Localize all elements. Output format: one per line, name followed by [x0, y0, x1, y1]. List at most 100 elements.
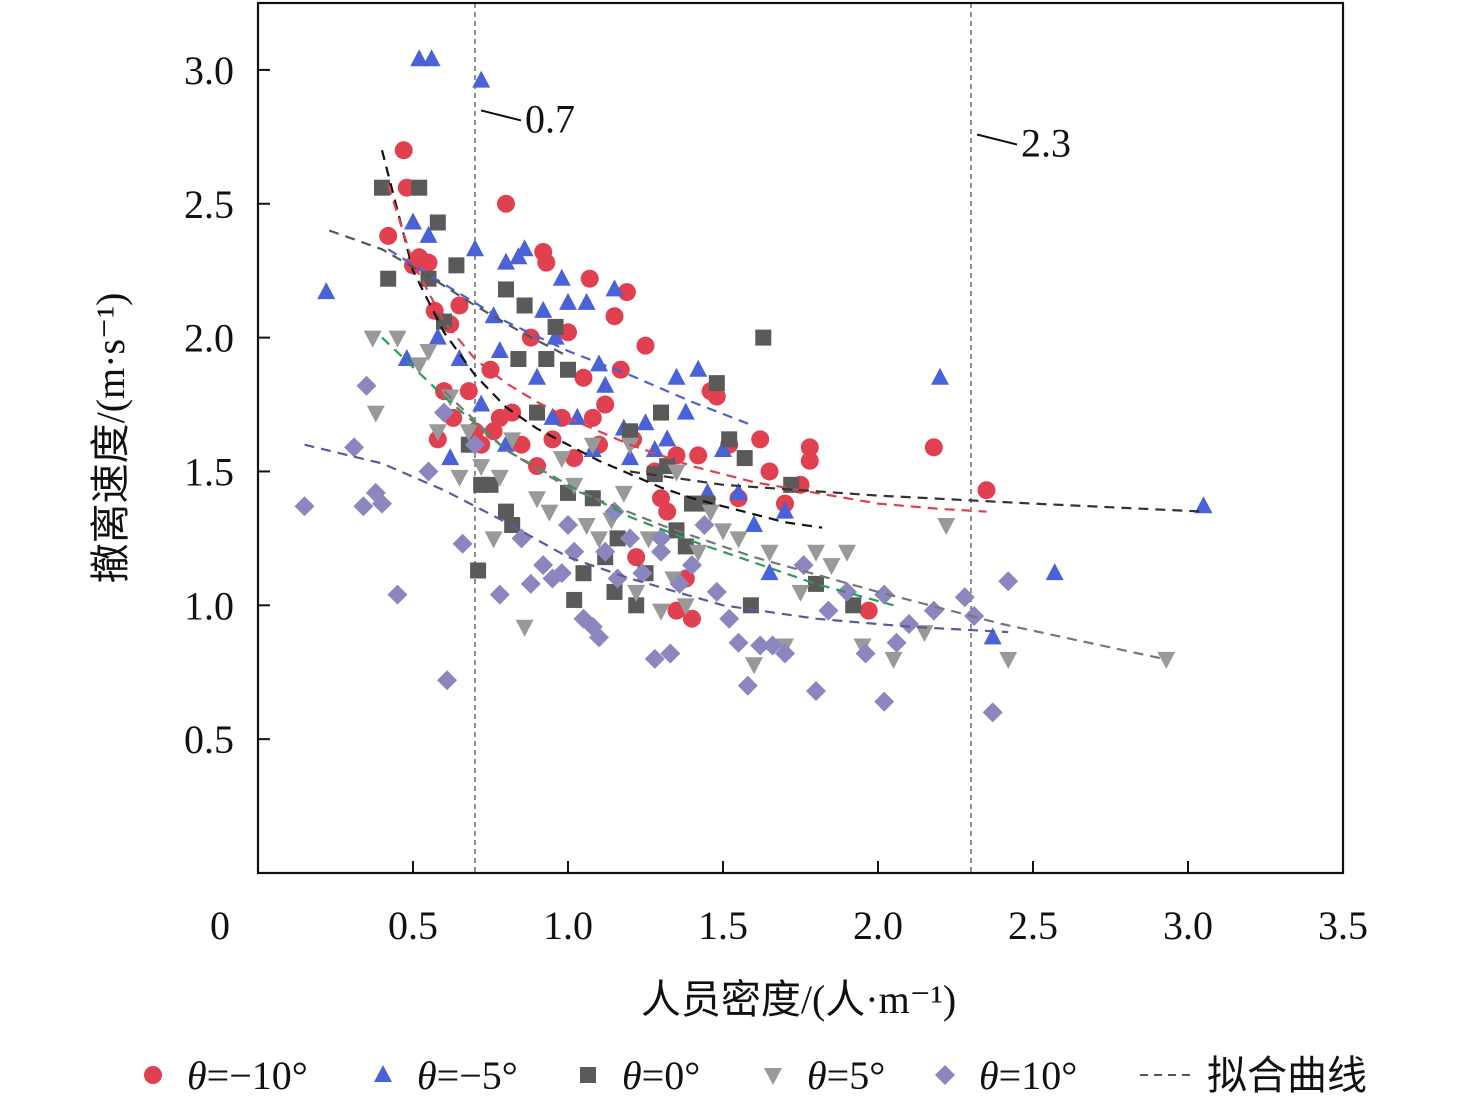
data-point-triangle-up — [472, 70, 491, 88]
data-point-triangle-up — [760, 563, 779, 581]
data-point-diamond — [750, 635, 771, 656]
data-point-circle — [574, 368, 593, 387]
data-point-triangle-up — [428, 327, 447, 345]
series-triangle-up — [317, 49, 1213, 645]
data-point-triangle-down — [937, 518, 956, 535]
legend-item-circle: θ=−10° — [144, 1053, 308, 1098]
data-point-circle — [394, 141, 413, 160]
data-point-square — [584, 490, 601, 507]
data-point-circle — [689, 446, 708, 465]
data-point-square — [606, 583, 623, 600]
data-point-square — [566, 591, 583, 608]
legend-marker-circle — [144, 1066, 162, 1084]
x-tick-label: 3.0 — [1163, 903, 1213, 948]
data-point-square — [653, 404, 669, 421]
data-point-square — [448, 257, 465, 274]
legend-label: θ=5° — [807, 1053, 885, 1098]
data-point-triangle-up — [422, 49, 441, 67]
data-point-circle — [636, 336, 655, 355]
data-point-triangle-down — [614, 485, 633, 503]
data-point-diamond — [558, 515, 578, 535]
data-point-diamond — [719, 608, 740, 629]
data-point-square — [845, 597, 862, 614]
data-point-circle — [450, 296, 469, 315]
data-point-square — [622, 423, 638, 440]
data-point-triangle-down — [676, 598, 695, 616]
data-point-circle — [379, 226, 398, 245]
data-point-square — [498, 281, 514, 298]
y-tick-label: 2.5 — [184, 182, 234, 227]
data-point-square — [808, 575, 824, 592]
legend-label: θ=0° — [622, 1053, 700, 1098]
data-point-triangle-up — [1194, 496, 1213, 514]
data-point-circle — [605, 307, 624, 326]
data-point-triangle-down — [484, 531, 503, 549]
data-point-triangle-up — [621, 448, 639, 466]
data-point-diamond — [982, 702, 1003, 723]
data-point-circle — [800, 438, 819, 457]
data-point-triangle-down — [838, 544, 856, 562]
data-point-diamond — [886, 632, 907, 653]
data-point-diamond — [762, 635, 783, 656]
data-point-diamond — [775, 643, 795, 664]
fit-curve — [328, 229, 569, 358]
data-point-triangle-down — [667, 464, 686, 482]
data-point-circle — [977, 481, 996, 500]
data-point-circle — [419, 253, 438, 272]
data-point-square — [755, 329, 772, 346]
data-point-circle — [543, 430, 562, 449]
data-point-diamond — [806, 680, 826, 701]
data-point-diamond — [651, 541, 671, 562]
data-point-square — [374, 179, 390, 196]
data-point-circle — [583, 408, 602, 427]
data-point-triangle-down — [515, 619, 534, 637]
y-tick-label: 3.0 — [184, 48, 234, 93]
reference-leader-line — [480, 109, 522, 122]
legend-item-square: θ=0° — [580, 1053, 700, 1098]
data-point-triangle-up — [605, 279, 624, 297]
data-point-circle — [924, 438, 943, 457]
data-point-diamond — [855, 643, 876, 664]
legend-marker-triangle-up — [374, 1065, 392, 1082]
data-point-diamond — [874, 691, 895, 712]
data-point-triangle-up — [596, 375, 615, 393]
data-point-triangle-down — [577, 518, 596, 535]
data-point-diamond — [737, 675, 758, 696]
data-point-triangle-down — [590, 531, 608, 549]
data-point-square — [380, 270, 397, 287]
data-point-square — [529, 404, 545, 421]
data-point-circle — [683, 609, 701, 628]
data-point-diamond — [923, 600, 944, 621]
data-point-diamond — [434, 402, 454, 423]
data-point-circle — [652, 489, 670, 508]
data-point-square — [470, 562, 487, 579]
legend-item-diamond: θ=10° — [935, 1053, 1077, 1098]
legend-item-fit: 拟合曲线 — [1140, 1053, 1367, 1098]
series-square — [374, 179, 862, 614]
data-point-triangle-down — [503, 432, 522, 450]
y-tick-label: 1.0 — [184, 583, 234, 628]
data-point-diamond — [372, 493, 392, 514]
data-point-square — [736, 450, 753, 467]
data-point-diamond — [651, 528, 671, 549]
data-point-square — [575, 565, 592, 582]
data-point-diamond — [818, 600, 839, 621]
data-point-circle — [596, 395, 615, 414]
data-point-triangle-down — [639, 531, 658, 549]
data-point-diamond — [998, 571, 1019, 592]
data-point-triangle-down — [450, 469, 469, 487]
data-point-square — [609, 530, 626, 547]
plot-frame — [256, 1, 1345, 875]
data-point-triangle-up — [466, 239, 484, 257]
axes: 0.5 1.0 1.5 2.0 2.5 3.0 0 0.5 1.0 1.5 2.0 2.5 3.0 3.5… — [88, 1, 1368, 1022]
data-point-square — [482, 476, 499, 493]
data-point-circle — [859, 601, 878, 620]
data-point-triangle-up — [689, 359, 708, 377]
data-point-circle — [617, 283, 636, 302]
legend-item-triangle-down: θ=5° — [764, 1053, 885, 1098]
x-tick-label: 2.0 — [853, 903, 903, 948]
data-point-diamond — [387, 584, 408, 605]
data-point-diamond — [607, 568, 628, 589]
data-point-diamond — [837, 581, 857, 602]
